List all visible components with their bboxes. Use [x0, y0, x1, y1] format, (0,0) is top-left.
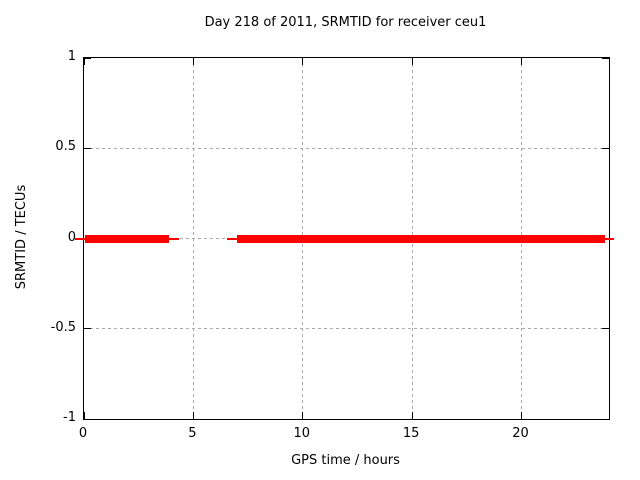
tick-y-left — [84, 418, 91, 420]
chart-title: Day 218 of 2011, SRMTID for receiver ceu… — [204, 15, 487, 30]
x-tick-label: 15 — [402, 426, 420, 441]
y-tick-label: 0.5 — [55, 139, 76, 155]
tick-x-bottom — [192, 412, 194, 419]
gridline-y--0.5 — [84, 328, 609, 330]
x-tick-label: 5 — [188, 426, 197, 441]
tick-x-bottom — [521, 412, 522, 419]
plot-area — [75, 57, 615, 420]
y-tick-label: -1 — [63, 410, 76, 425]
tick-x-bottom — [411, 412, 413, 419]
tick-y-right — [602, 147, 609, 149]
tick-y-right — [602, 57, 609, 59]
tick-y-left — [84, 57, 91, 59]
tick-y-right — [602, 418, 609, 420]
y-tick-label: 1 — [67, 49, 76, 64]
tick-x-top — [302, 58, 304, 65]
data-line-segment — [237, 234, 605, 243]
tick-x-top — [521, 58, 522, 65]
tick-x-bottom — [302, 412, 304, 419]
x-tick-label: 0 — [78, 426, 88, 441]
tick-y-left — [84, 328, 91, 330]
tick-x-top — [192, 58, 194, 65]
tick-x-top — [83, 58, 85, 65]
tick-x-top — [411, 58, 413, 65]
y-tick-label: -0.5 — [50, 319, 76, 335]
x-tick-label: 20 — [512, 426, 529, 441]
data-line-segment — [85, 234, 170, 243]
gridline-y-0.5 — [84, 147, 609, 149]
tick-y-left — [84, 147, 91, 149]
x-axis-label: GPS time / hours — [291, 453, 400, 468]
tick-x-bottom — [83, 412, 85, 419]
y-tick-label: 0 — [67, 229, 76, 245]
x-tick-label: 10 — [293, 426, 311, 441]
tick-y-right — [602, 328, 609, 330]
